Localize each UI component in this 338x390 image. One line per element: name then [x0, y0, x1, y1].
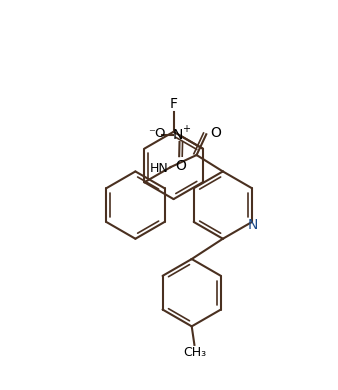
Text: ⁻O: ⁻O [148, 128, 165, 140]
Text: N: N [248, 218, 258, 232]
Text: F: F [170, 97, 177, 111]
Text: HN: HN [150, 162, 169, 175]
Text: N: N [173, 128, 183, 142]
Text: O: O [175, 159, 186, 173]
Text: CH₃: CH₃ [183, 346, 206, 359]
Text: +: + [182, 124, 190, 134]
Text: O: O [211, 126, 221, 140]
